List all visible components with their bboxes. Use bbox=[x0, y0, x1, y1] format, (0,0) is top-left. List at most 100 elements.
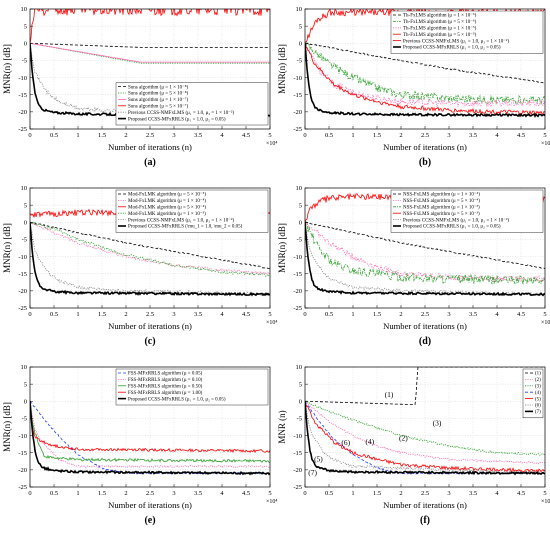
y-tick-label: 5 bbox=[24, 23, 27, 30]
y-axis-label: MNR(n) [dB] bbox=[2, 223, 12, 273]
x-tick-label: 1 bbox=[351, 132, 354, 139]
panel-label: (a) bbox=[144, 157, 156, 168]
legend-entry: (5) bbox=[535, 397, 541, 402]
x-tick-label: 4.5 bbox=[517, 132, 525, 139]
series-line-5 bbox=[305, 401, 545, 474]
x-tick-label: 2 bbox=[399, 311, 402, 318]
panel-label: (d) bbox=[419, 336, 431, 347]
legend-entry: Suns algorithm (μ = 5 × 10⁻⁸) bbox=[128, 91, 189, 97]
x-tick-label: 0 bbox=[28, 311, 31, 318]
x-tick-label: 2.5 bbox=[421, 132, 429, 139]
legend-entry: FSS-MFxRRLS algorithm (μ = 0.10) bbox=[128, 378, 203, 383]
x-tick-label: 1 bbox=[76, 132, 79, 139]
y-tick-label: -25 bbox=[293, 305, 302, 312]
legend-entry: Proposed CCSS-MFxRRLS (\mu_1 = 1.0, \mu_… bbox=[128, 225, 243, 230]
x-tick-label: 4.5 bbox=[242, 490, 250, 497]
x-tick-label: 3 bbox=[447, 132, 450, 139]
x-tick-label: 0 bbox=[303, 490, 306, 497]
x-tick-label: 2 bbox=[124, 490, 127, 497]
y-tick-label: -15 bbox=[18, 92, 27, 99]
x-tick-label: 0 bbox=[28, 132, 31, 139]
y-tick-label: -5 bbox=[297, 58, 302, 65]
legend-entry: Suns algorithm (μ = 1 × 10⁻⁷) bbox=[128, 97, 189, 103]
x-tick-label: 1.5 bbox=[373, 490, 381, 497]
series-line-4 bbox=[30, 401, 270, 454]
x-tick-label: 0.5 bbox=[50, 490, 58, 497]
legend-entry: Mod-FxLMK algorithm (μ = 5 × 10⁻⁴) bbox=[128, 205, 206, 211]
y-tick-label: -15 bbox=[293, 92, 302, 99]
y-tick-label: 10 bbox=[296, 185, 303, 192]
legend-box bbox=[390, 10, 544, 54]
x-tick-label: 1.5 bbox=[373, 311, 381, 318]
legend-entry: Proposed CCSS-MFxRRLS (μ₁ = 1.0, μ₂ = 0.… bbox=[403, 46, 501, 51]
legend-entry: NSS-FxLMS algorithm (μ = 5 × 10⁻³) bbox=[403, 211, 480, 217]
y-axis-label: MNR(n) [dB] bbox=[2, 402, 12, 452]
y-tick-label: 0 bbox=[24, 40, 27, 47]
legend-entry: Th-FxLMS algorithm (μ = 1 × 10⁻⁵) bbox=[403, 26, 477, 32]
y-tick-label: -20 bbox=[293, 109, 302, 116]
y-tick-label: 0 bbox=[299, 219, 302, 226]
series-line-6 bbox=[305, 222, 545, 297]
y-tick-label: -25 bbox=[18, 126, 27, 133]
y-tick-label: -10 bbox=[18, 433, 27, 440]
y-tick-label: 5 bbox=[24, 381, 27, 388]
x-tick-label: 5 bbox=[543, 311, 546, 318]
y-tick-label: -15 bbox=[293, 450, 302, 457]
y-tick-label: -20 bbox=[18, 288, 27, 295]
panel-label: (f) bbox=[420, 515, 430, 526]
y-tick-label: 10 bbox=[296, 6, 303, 13]
legend: Th-FxLMS algorithm (μ = 1 × 10⁻⁶)Th-FxLM… bbox=[390, 10, 544, 54]
panel-label: (e) bbox=[144, 515, 155, 526]
y-tick-label: 10 bbox=[21, 6, 28, 13]
x-tick-label: 5 bbox=[268, 311, 271, 318]
x-tick-label: 1 bbox=[351, 490, 354, 497]
x-tick-label: 0.5 bbox=[325, 311, 333, 318]
y-tick-label: -15 bbox=[293, 271, 302, 278]
series-line-3 bbox=[30, 42, 270, 63]
x-axis-exponent: ×10⁴ bbox=[266, 141, 277, 147]
legend-box bbox=[115, 368, 269, 406]
x-tick-label: 2 bbox=[399, 490, 402, 497]
x-tick-label: 3 bbox=[447, 490, 450, 497]
x-tick-label: 3.5 bbox=[469, 132, 477, 139]
y-tick-label: -10 bbox=[293, 75, 302, 82]
x-tick-label: 4 bbox=[220, 490, 224, 497]
legend: NSS-FxLMS algorithm (μ = 1 × 10⁻⁴)NSS-Fx… bbox=[390, 189, 544, 233]
series-line-2 bbox=[30, 401, 270, 468]
x-tick-label: 3.5 bbox=[194, 490, 202, 497]
series-line-5 bbox=[30, 401, 270, 476]
x-axis-exponent: ×10⁴ bbox=[541, 320, 550, 326]
x-tick-label: 1.5 bbox=[98, 132, 106, 139]
x-tick-label: 2 bbox=[399, 132, 402, 139]
series-line-3 bbox=[30, 401, 270, 463]
y-tick-label: -20 bbox=[293, 288, 302, 295]
x-axis-label: Number of iterations (n) bbox=[383, 500, 467, 510]
y-tick-label: 0 bbox=[24, 398, 27, 405]
legend-entry: Previous CCSS-NMFxLMS (μ₁ = 1.0, μ₂ = 1 … bbox=[403, 38, 509, 44]
y-tick-label: 5 bbox=[299, 23, 302, 30]
legend: FSS-MFxRRLS algorithm (μ = 0.05)FSS-MFxR… bbox=[115, 368, 269, 406]
legend-entry: (6) bbox=[535, 404, 541, 409]
x-tick-label: 0.5 bbox=[325, 132, 333, 139]
x-tick-label: 2.5 bbox=[146, 311, 154, 318]
y-tick-label: 0 bbox=[299, 40, 302, 47]
x-tick-label: 0 bbox=[28, 490, 31, 497]
legend: Suns algorithm (μ = 1 × 10⁻⁸)Suns algori… bbox=[115, 82, 269, 126]
series-line-1 bbox=[30, 42, 270, 48]
x-tick-label: 2.5 bbox=[146, 132, 154, 139]
x-tick-label: 1.5 bbox=[373, 132, 381, 139]
y-tick-label: -25 bbox=[18, 305, 27, 312]
x-tick-label: 3.5 bbox=[469, 311, 477, 318]
series-line-5 bbox=[30, 222, 270, 297]
x-axis-exponent: ×10⁴ bbox=[266, 499, 277, 505]
y-tick-label: 0 bbox=[299, 398, 302, 405]
y-tick-label: -5 bbox=[22, 58, 27, 65]
x-tick-label: 5 bbox=[268, 132, 271, 139]
legend-entry: FSS-MFxRRLS algorithm (μ = 0.05) bbox=[128, 372, 203, 377]
y-tick-label: 10 bbox=[21, 185, 28, 192]
x-axis-exponent: ×10⁴ bbox=[541, 499, 550, 505]
y-tick-label: -5 bbox=[22, 416, 27, 423]
legend-box bbox=[115, 189, 269, 233]
